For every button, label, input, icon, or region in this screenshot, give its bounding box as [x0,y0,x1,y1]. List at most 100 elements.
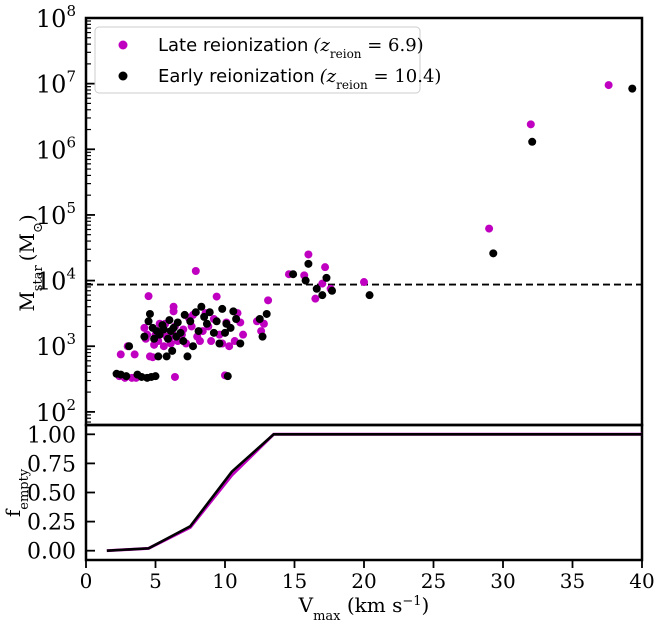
late-reionization-point [140,323,149,332]
bottom-x-tick-label: 30 [490,569,515,593]
top-y-tick-label: 107 [36,68,76,99]
top-y-tick-label: 104 [36,265,76,296]
legend: Late reionization (zreion = 6.9) Early re… [94,26,441,94]
top-y-tick-label: 102 [36,396,76,427]
early-reionization-point [365,291,374,300]
late-reionization-point [130,350,139,359]
early-reionization-point [169,323,178,332]
early-reionization-point [218,304,227,313]
early-reionization-point [318,291,327,300]
late-reionization-point [169,302,178,311]
early-reionization-point [194,327,203,336]
early-reionization-point [236,339,245,348]
late-reionization-point [304,250,313,259]
top-y-axis-title: Mstar(M⊙) [15,214,46,311]
bottom-y-tick-label: 0.25 [27,511,76,536]
legend-marker-early [118,71,128,81]
early-reionization-point [179,337,188,346]
legend-label-late: Late reionization (zreion = 6.9) [158,35,424,61]
early-reionization-point [255,314,264,323]
early-reionization-point [159,325,168,334]
early-reionization-point [125,342,134,351]
x-axis-title: Vmax (km s−1) [298,593,430,624]
early-reionization-point [258,332,267,341]
top-y-ticks: 102 103 104 105 106 107 108 [36,2,95,427]
bottom-plot-frame [84,423,644,562]
legend-box [94,26,421,94]
late-reionization-point [311,294,320,303]
early-reionization-point [154,352,163,361]
early-reionization-point [200,312,209,321]
bottom-x-tick-label: 10 [212,569,237,593]
late-reionization-point [318,279,327,288]
bottom-x-tick-label: 20 [351,569,376,593]
legend-label-early: Early reionization (zreion = 10.4) [158,66,441,92]
early-reionization-point [205,308,214,317]
late-reionization-point [239,330,248,339]
early-reionization-point [173,318,182,327]
early-reionization-point [528,137,537,146]
bottom-y-axis-title: fempty [1,468,32,517]
bottom-y-ticks: 0.00 0.25 0.50 0.75 1.00 [27,423,95,565]
early-reionization-point [215,339,224,348]
early-reionization-point [144,317,153,326]
late-reionization-point [159,342,168,351]
bottom-y-tick-label: 0.50 [27,482,76,507]
late-reionization-point [485,224,494,233]
early-reionization-point [221,328,229,337]
bottom-x-tick-label: 5 [149,569,162,593]
bottom-y-tick-label: 1.00 [27,423,76,448]
early-reionization-point [628,84,637,93]
bottom-x-tick-label: 40 [629,569,654,593]
early-reionization-point [232,314,241,323]
late-reionization-point [321,263,330,272]
early-reionization-point [180,310,189,319]
late-reionization-point [360,278,368,287]
early-reionization-point [223,372,232,381]
early-reionization-point [229,307,238,316]
bottom-x-tick-label: 15 [282,569,307,593]
late-reionization-point [264,296,273,305]
late-reionization-point [191,266,200,275]
early-reionization-point [183,352,192,361]
early-reionization-point [289,270,298,279]
early-reionization-point [301,276,310,285]
late-reionization-point [526,120,535,129]
early-reionization-point [189,342,198,351]
early-reionization-point [150,334,159,343]
bottom-y-tick-label: 0.00 [27,540,76,565]
top-y-tick-label: 105 [36,199,76,230]
late-reionization-point [116,350,125,359]
early-reionization-point [202,319,211,328]
bottom-x-ticks: 0 5 10 15 20 25 30 35 40 [80,560,655,593]
early-reionization-point [304,259,313,268]
top-y-tick-label: 106 [36,133,76,164]
late-reionization-point [212,292,221,301]
bottom-lines [106,432,642,553]
early-reionization-point [145,309,154,318]
bottom-x-tick-label: 0 [80,569,93,593]
early-reionization-point [122,372,131,381]
top-y-tick-label: 103 [36,330,76,361]
bottom-x-tick-label: 35 [560,569,585,593]
late-reionization-point [207,337,216,346]
late-reionization-point [604,81,613,90]
bottom-y-tick-label: 0.75 [27,452,76,477]
early-reionization-point [312,284,321,293]
early-reionization-point [140,332,149,341]
late-reionization-point [195,337,204,346]
late-reionization-point [170,372,179,381]
early-reionization-point [186,317,195,326]
top-scatter-points [112,81,637,382]
early-reionization-point [322,273,331,282]
early-reionization-point [328,286,337,295]
early-reionization-point [212,317,221,326]
late-reionization-point [225,342,234,351]
legend-marker-late [118,40,128,50]
early-reionization-point [165,316,174,325]
early-reionization-point [262,309,271,318]
late-reionization-line [106,432,642,553]
early-reionization-point [164,334,173,343]
late-reionization-point [144,292,153,301]
